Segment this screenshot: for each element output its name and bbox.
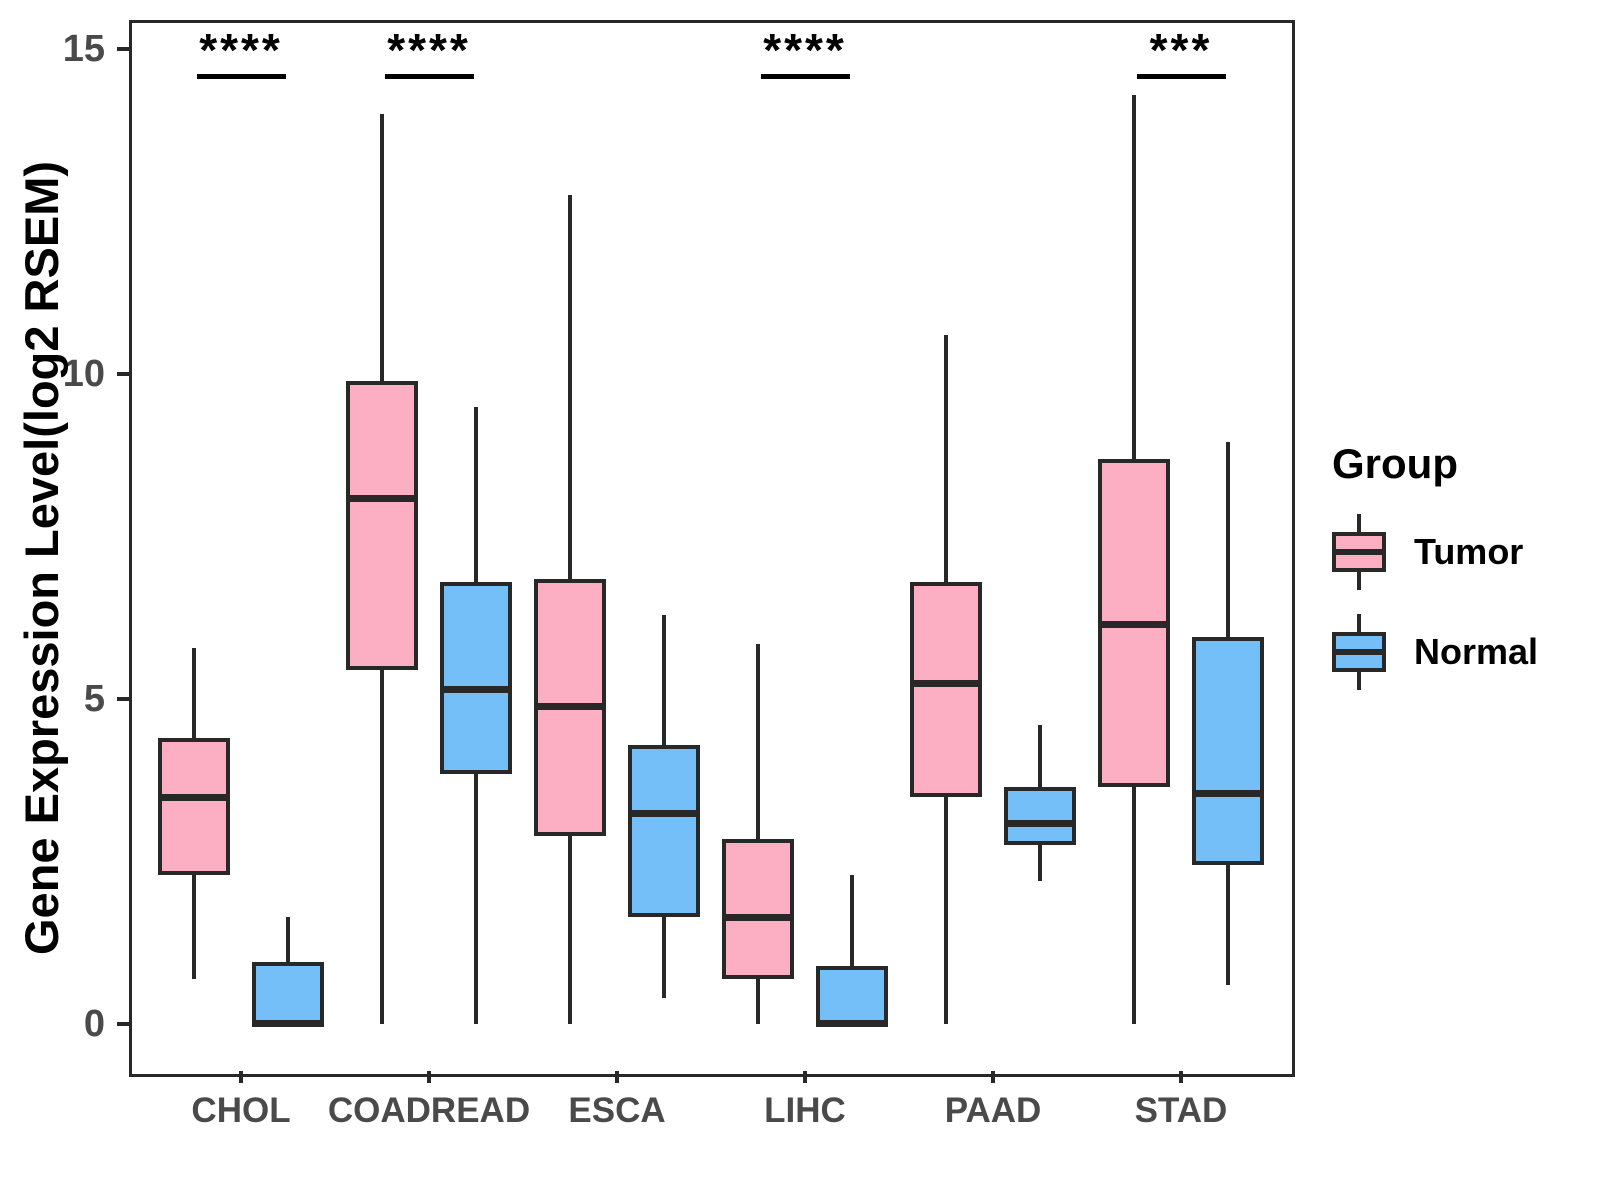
legend-whisker-top-line (1357, 614, 1361, 632)
box-normal-stad (1192, 637, 1264, 865)
sig-label-stad: *** (1149, 24, 1213, 76)
median-normal-coadread (440, 686, 512, 694)
legend-entry-tumor: Tumor (1332, 514, 1592, 590)
y-tick-label: 15 (62, 28, 105, 70)
median-normal-stad (1192, 790, 1264, 798)
whisker-lower-tumor-lihc (756, 978, 760, 1024)
whisker-upper-normal-coadread (474, 406, 478, 582)
legend: Group Tumor Normal (1332, 440, 1592, 714)
whisker-lower-tumor-chol (192, 874, 196, 979)
whisker-upper-normal-esca (662, 614, 666, 745)
median-normal-lihc (816, 1019, 888, 1027)
legend-whisker-bottom-line (1357, 672, 1361, 690)
x-tickmark (991, 1071, 995, 1083)
median-tumor-chol (158, 793, 230, 801)
median-tumor-lihc (722, 913, 794, 921)
median-normal-chol (252, 1019, 324, 1027)
whisker-upper-normal-paad (1038, 725, 1042, 787)
median-tumor-stad (1098, 621, 1170, 629)
legend-median-line (1332, 649, 1386, 655)
whisker-upper-tumor-chol (192, 648, 196, 738)
whisker-lower-tumor-esca (568, 835, 572, 1024)
box-tumor-paad (910, 582, 982, 797)
box-normal-paad (1004, 786, 1076, 846)
box-tumor-coadread (346, 380, 418, 670)
box-tumor-lihc (722, 838, 794, 979)
y-tickmark (117, 697, 129, 701)
x-tickmark (239, 1071, 243, 1083)
median-tumor-coadread (346, 494, 418, 502)
x-tick-label-stad: STAD (1134, 1091, 1228, 1130)
legend-boxplot-icon (1332, 614, 1386, 690)
x-tickmark (803, 1071, 807, 1083)
whisker-upper-tumor-stad (1132, 94, 1136, 459)
sig-bar-chol (196, 74, 286, 79)
y-tickmark (117, 47, 129, 51)
y-tick-label: 0 (83, 1003, 105, 1045)
whisker-lower-normal-stad (1226, 864, 1230, 985)
box-normal-chol (252, 962, 324, 1024)
panel-border (129, 20, 1295, 1077)
box-normal-coadread (440, 582, 512, 774)
whisker-upper-normal-lihc (850, 874, 854, 966)
legend-entry-normal: Normal (1332, 614, 1592, 690)
x-tickmark (1179, 1071, 1183, 1083)
legend-title: Group (1332, 440, 1458, 487)
x-tick-label-paad: PAAD (944, 1091, 1042, 1130)
median-normal-paad (1004, 819, 1076, 827)
whisker-upper-normal-chol (286, 916, 290, 963)
legend-entry-label: Normal (1414, 631, 1539, 672)
legend-whisker-bottom-line (1357, 572, 1361, 590)
whisker-lower-tumor-paad (944, 796, 948, 1024)
legend-boxplot-icon (1332, 514, 1386, 590)
x-tick-label-esca: ESCA (568, 1091, 666, 1130)
legend-entry-label: Tumor (1414, 531, 1524, 572)
box-tumor-chol (158, 738, 230, 875)
x-tick-label-chol: CHOL (191, 1091, 291, 1130)
sig-bar-coadread (384, 74, 474, 79)
whisker-upper-normal-stad (1226, 442, 1230, 638)
legend-entries: Tumor Normal (1332, 514, 1592, 690)
x-tickmark (427, 1071, 431, 1083)
legend-median-line (1332, 549, 1386, 555)
median-tumor-esca (534, 702, 606, 710)
x-tick-label-lihc: LIHC (764, 1091, 846, 1130)
y-tick-label: 10 (62, 353, 105, 395)
whisker-lower-normal-esca (662, 916, 666, 998)
whisker-upper-tumor-lihc (756, 643, 760, 839)
whisker-upper-tumor-esca (568, 195, 572, 579)
y-tick-label: 5 (83, 678, 105, 720)
x-tick-label-coadread: COADREAD (327, 1091, 531, 1130)
x-tickmark (615, 1071, 619, 1083)
box-normal-lihc (816, 965, 888, 1024)
sig-bar-lihc (760, 74, 850, 79)
sig-bar-stad (1136, 74, 1226, 79)
sig-label-lihc: **** (763, 24, 847, 76)
whisker-lower-normal-coadread (474, 773, 478, 1024)
y-axis-title: Gene Expression Level(log2 RSEM) (15, 161, 68, 955)
box-normal-esca (628, 744, 700, 917)
sig-label-coadread: **** (387, 24, 471, 76)
y-tickmark (117, 372, 129, 376)
median-normal-esca (628, 809, 700, 817)
whisker-lower-normal-paad (1038, 845, 1042, 881)
legend-whisker-top-line (1357, 514, 1361, 532)
whisker-lower-tumor-coadread (380, 669, 384, 1024)
whisker-upper-tumor-paad (944, 335, 948, 582)
sig-label-chol: **** (199, 24, 283, 76)
whisker-upper-tumor-coadread (380, 114, 384, 381)
median-tumor-paad (910, 679, 982, 687)
whisker-lower-tumor-stad (1132, 786, 1136, 1024)
y-tickmark (117, 1022, 129, 1026)
